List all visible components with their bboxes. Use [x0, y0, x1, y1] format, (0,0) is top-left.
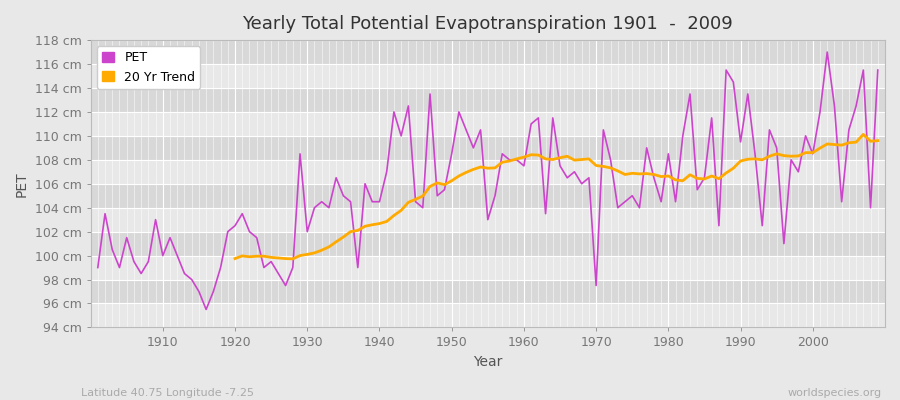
20 Yr Trend [872, 138, 883, 143]
Title: Yearly Total Potential Evapotranspiration 1901  -  2009: Yearly Total Potential Evapotranspiratio… [242, 15, 734, 33]
Bar [91, 112, 885, 136]
20 Yr Trend [685, 172, 696, 177]
Bar [91, 160, 885, 184]
20 Yr Trend [432, 180, 443, 185]
20 Yr Trend [850, 140, 861, 144]
20 Yr Trend [786, 154, 796, 159]
PET [822, 50, 832, 54]
20 Yr Trend [323, 244, 334, 249]
20 Yr Trend [230, 256, 240, 261]
Bar [91, 304, 885, 328]
Bar [91, 136, 885, 160]
PET [201, 307, 212, 312]
Text: worldspecies.org: worldspecies.org [788, 388, 882, 398]
Line: PET: PET [98, 52, 878, 310]
PET [518, 164, 529, 168]
Line: 20 Yr Trend: 20 Yr Trend [235, 134, 878, 259]
Bar [91, 232, 885, 256]
Bar [91, 280, 885, 304]
Text: Latitude 40.75 Longitude -7.25: Latitude 40.75 Longitude -7.25 [81, 388, 254, 398]
20 Yr Trend [858, 132, 868, 137]
X-axis label: Year: Year [473, 355, 502, 369]
Y-axis label: PET: PET [15, 171, 29, 196]
Bar [91, 256, 885, 280]
PET [612, 205, 623, 210]
20 Yr Trend [771, 152, 782, 156]
PET [360, 181, 371, 186]
Bar [91, 40, 885, 64]
20 Yr Trend [287, 256, 298, 261]
PET [150, 217, 161, 222]
Bar [91, 184, 885, 208]
Bar [91, 208, 885, 232]
PET [316, 199, 327, 204]
PET [872, 68, 883, 72]
PET [93, 265, 104, 270]
Bar [91, 64, 885, 88]
Legend: PET, 20 Yr Trend: PET, 20 Yr Trend [97, 46, 201, 89]
Bar [91, 88, 885, 112]
PET [526, 122, 536, 126]
